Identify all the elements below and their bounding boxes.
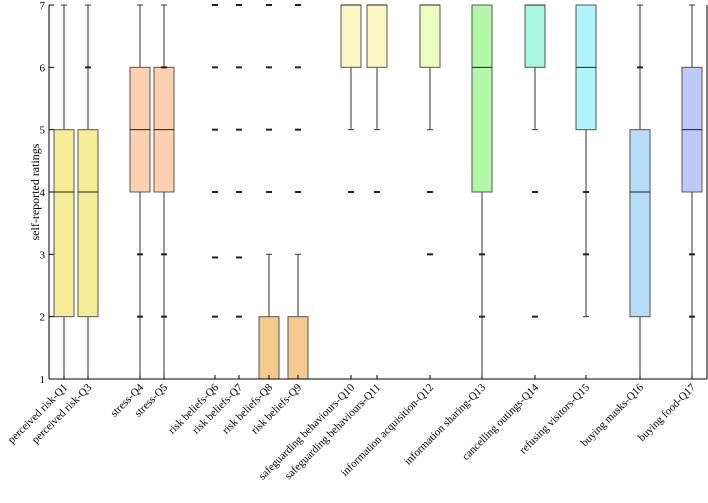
box-body [287, 316, 309, 380]
outlier-mark [212, 315, 218, 318]
outlier-mark [212, 191, 218, 193]
outlier-mark [85, 66, 91, 69]
box-body [53, 129, 75, 318]
y-tick-label: 4 [40, 187, 46, 199]
outlier-mark [532, 191, 538, 193]
outlier-mark [266, 128, 272, 131]
box-14 [575, 4, 597, 318]
box-8 [287, 253, 309, 380]
box-10 [366, 4, 388, 131]
box-body [524, 4, 546, 68]
box-13 [524, 4, 546, 131]
axes-layer: 1 2 3 4 5 6 7 [40, 0, 708, 386]
outlier-mark [427, 253, 433, 256]
outlier-mark [161, 315, 167, 318]
y-tick-label: 1 [40, 374, 46, 386]
box-body [77, 129, 99, 318]
box-12 [471, 4, 493, 380]
y-tick-label: 6 [40, 62, 46, 74]
box-body [366, 4, 388, 68]
outlier-mark [236, 128, 242, 131]
box-body [258, 316, 280, 380]
outlier-mark [161, 253, 167, 256]
outlier-mark [637, 66, 643, 69]
box-16 [681, 4, 703, 380]
outlier-mark [689, 315, 695, 318]
outlier-mark [236, 191, 242, 193]
outlier-mark [348, 191, 354, 193]
outlier-mark [427, 191, 433, 193]
box-body [419, 4, 441, 68]
outlier-mark [212, 66, 218, 69]
boxes-layer [53, 4, 703, 380]
outlier-mark [236, 256, 242, 259]
box-1 [53, 4, 75, 380]
box-7 [258, 253, 280, 380]
box-3 [129, 4, 151, 380]
outlier-mark [266, 4, 272, 6]
outlier-mark [295, 66, 301, 69]
outlier-mark [137, 315, 143, 318]
outlier-mark [295, 128, 301, 131]
box-15 [629, 4, 651, 380]
outlier-mark [266, 66, 272, 69]
category-label: information acquisition-Q12 [339, 382, 436, 479]
box-body [471, 4, 493, 193]
outlier-mark [583, 253, 589, 256]
outlier-mark [236, 315, 242, 318]
outlier-mark [212, 256, 218, 259]
outlier-mark [532, 315, 538, 318]
outlier-mark [374, 191, 380, 193]
y-tick-label: 5 [40, 125, 46, 137]
outlier-mark [266, 191, 272, 193]
box-body [629, 129, 651, 318]
outlier-mark [212, 128, 218, 131]
box-body [340, 4, 362, 68]
outlier-mark [161, 66, 167, 69]
box-9 [340, 4, 362, 131]
outlier-mark [583, 191, 589, 193]
outlier-mark [479, 253, 485, 256]
y-tick-label: 2 [40, 312, 46, 324]
outlier-mark [236, 4, 242, 6]
box-4 [153, 4, 175, 380]
outliers-layer [85, 4, 695, 318]
outlier-mark [137, 253, 143, 256]
outlier-mark [295, 4, 301, 6]
outlier-mark [295, 191, 301, 193]
outlier-mark [236, 66, 242, 69]
box-2 [77, 4, 99, 380]
outlier-mark [212, 4, 218, 6]
outlier-mark [479, 315, 485, 318]
y-tick-label: 7 [40, 0, 46, 12]
y-tick-label: 3 [40, 249, 46, 261]
y-axis-title: self-reported ratings [28, 143, 42, 240]
box-11 [419, 4, 441, 131]
outlier-mark [689, 253, 695, 256]
